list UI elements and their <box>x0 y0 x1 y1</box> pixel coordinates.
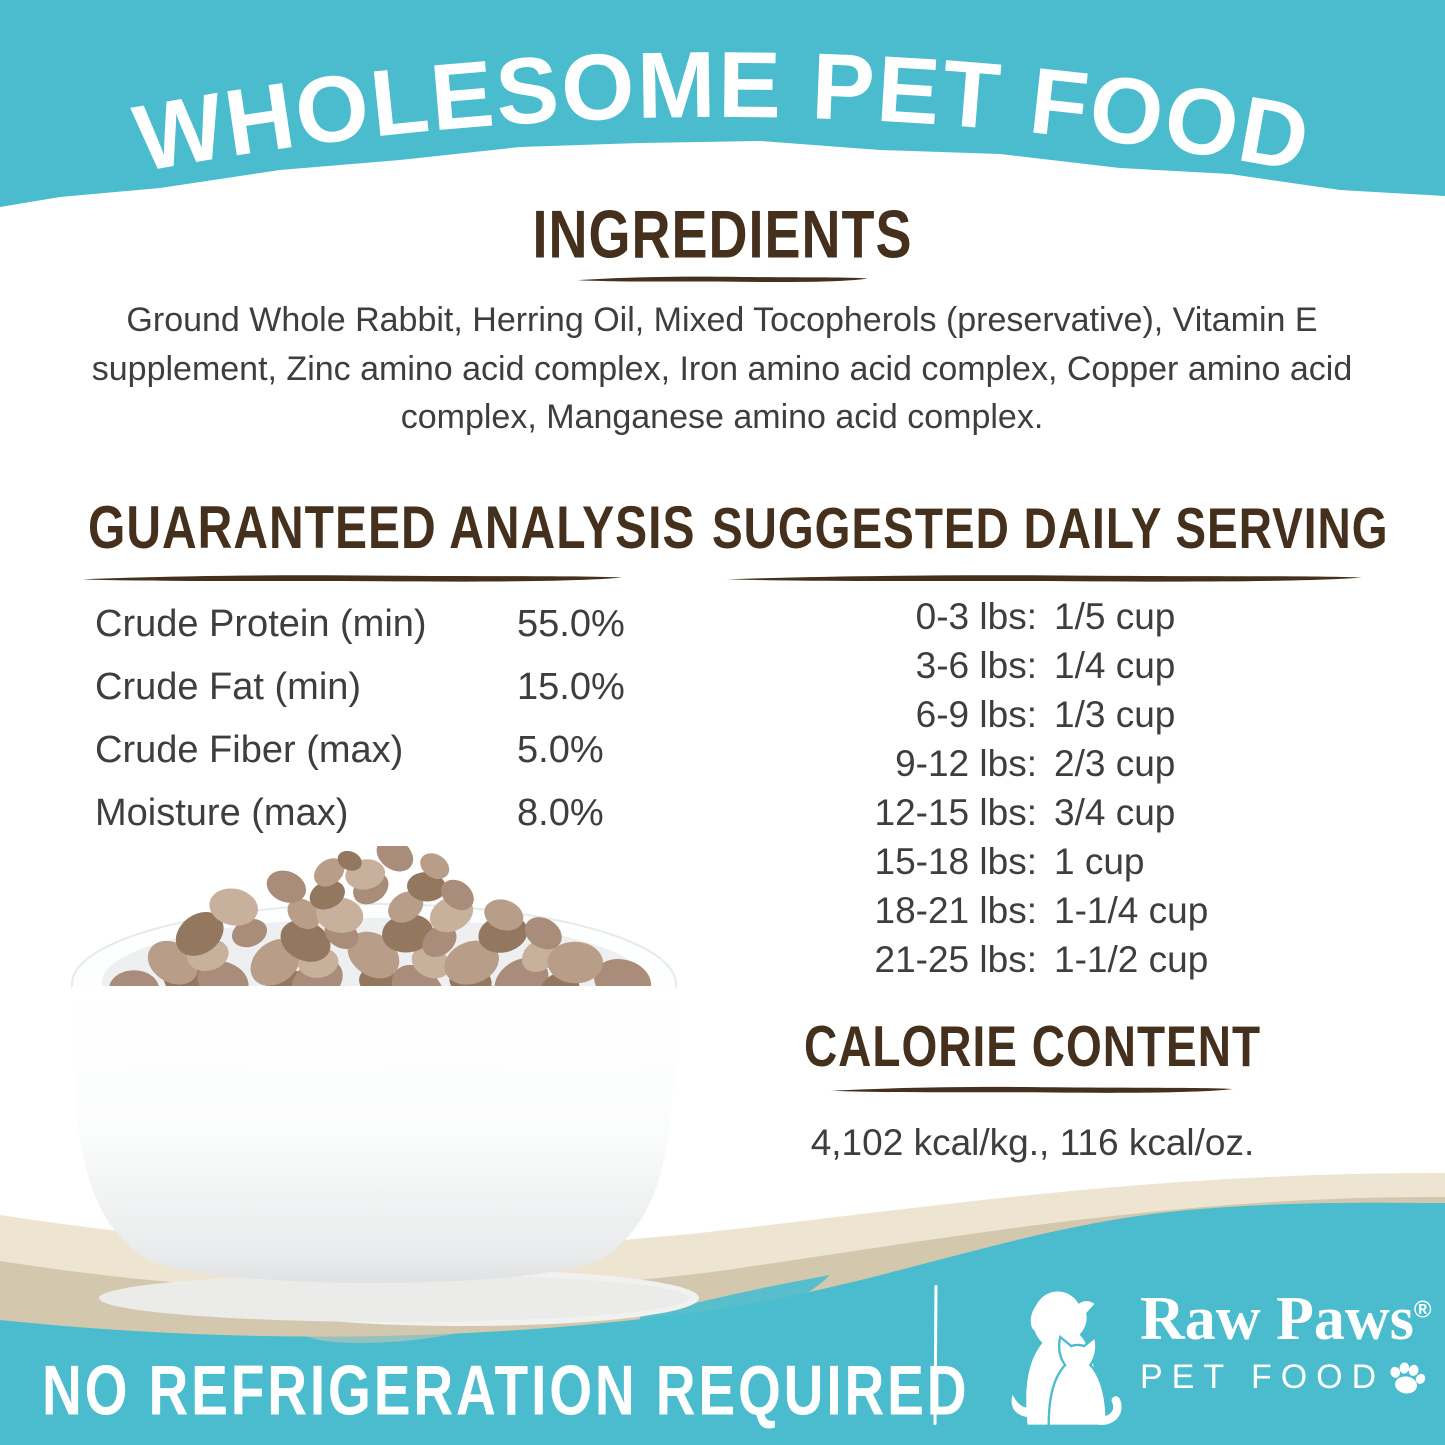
serving-amount: 1-1/4 cup <box>1054 890 1209 931</box>
no-refrigeration-claim: NO REFRIGERATION REQUIRED <box>42 1351 970 1431</box>
ingredients-text: Ground Whole Rabbit, Herring Oil, Mixed … <box>91 301 1353 437</box>
serving-amount: 1/4 cup <box>1054 645 1176 686</box>
serving-weight: 21-25 lbs: <box>874 939 1038 980</box>
ingredients-heading: INGREDIENTS <box>532 197 913 273</box>
analysis-label: Crude Fiber (max) <box>95 729 404 771</box>
header-band-shape <box>0 0 1445 207</box>
analysis-label: Crude Protein (min) <box>95 603 427 645</box>
serving-weight: 0-3 lbs: <box>915 596 1037 637</box>
brush-underline <box>722 570 1367 585</box>
serving-amount: 1-1/2 cup <box>1054 939 1209 980</box>
serving-amount: 2/3 cup <box>1054 743 1176 784</box>
serving-amount: 1 cup <box>1054 841 1145 882</box>
dog-cat-icon <box>1011 1291 1125 1428</box>
calorie-heading: CALORIE CONTENT <box>803 1013 1262 1079</box>
paw-icon <box>1390 1361 1426 1393</box>
serving-weight: 3-6 lbs: <box>915 645 1037 686</box>
analysis-label: Crude Fat (min) <box>95 666 362 708</box>
brand-name: Raw Paws® <box>1140 1288 1432 1350</box>
analysis-value: 15.0% <box>517 666 625 708</box>
serving-amount: 3/4 cup <box>1054 792 1176 833</box>
brand-subtitle: PET FOOD <box>1140 1358 1386 1396</box>
brand-logo: Raw Paws® PET FOOD <box>996 1278 1432 1430</box>
serving-weight: 6-9 lbs: <box>915 694 1037 735</box>
food-bowl-image <box>71 846 699 1326</box>
serving-weight: 15-18 lbs: <box>874 841 1038 882</box>
registered-mark: ® <box>1413 1296 1432 1324</box>
daily-serving-heading: SUGGESTED DAILY SERVING <box>712 495 1389 561</box>
analysis-value: 8.0% <box>517 792 604 834</box>
serving-table: 0-3 lbs: 1/5 cup 3-6 lbs: 1/4 cup 6-9 lb… <box>740 596 1209 980</box>
wave-brush-streak <box>640 1275 830 1330</box>
brand-name-text: Raw Paws <box>1140 1285 1414 1353</box>
serving-weight: 12-15 lbs: <box>874 792 1038 833</box>
serving-weight: 9-12 lbs: <box>895 743 1037 784</box>
analysis-label: Moisture (max) <box>95 792 349 834</box>
header-band: WHOLESOME PET FOOD <box>0 0 1445 207</box>
analysis-value: 5.0% <box>517 729 604 771</box>
analysis-table: Crude Protein (min) 55.0% Crude Fat (min… <box>95 604 625 833</box>
brush-underline <box>575 272 870 285</box>
bowl-body <box>72 986 676 1283</box>
brush-underline <box>828 1082 1236 1096</box>
serving-amount: 1/3 cup <box>1054 694 1176 735</box>
serving-amount: 1/5 cup <box>1054 596 1176 637</box>
guaranteed-analysis-heading: GUARANTEED ANALYSIS <box>88 495 696 563</box>
brush-underline <box>78 570 626 585</box>
serving-weight: 18-21 lbs: <box>874 890 1038 931</box>
calorie-text: 4,102 kcal/kg., 116 kcal/oz. <box>810 1122 1255 1163</box>
analysis-value: 55.0% <box>517 603 625 645</box>
